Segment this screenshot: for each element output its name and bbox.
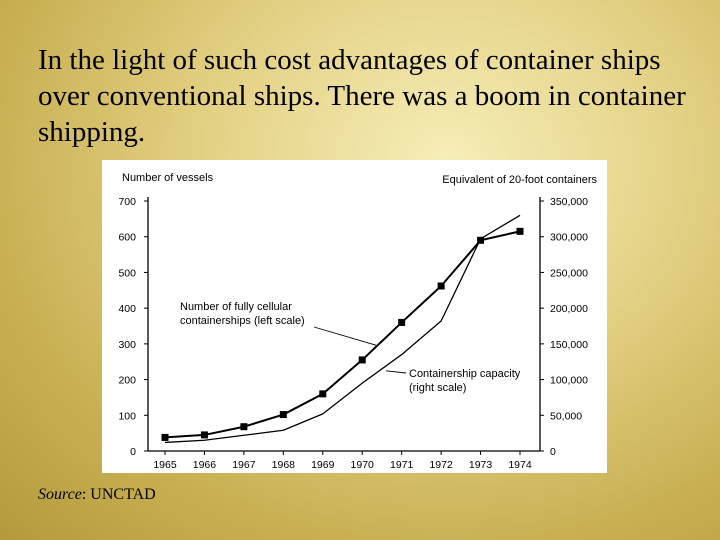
left-tick-label: 300 (118, 339, 136, 351)
x-tick-label: 1972 (429, 459, 453, 471)
left-tick-label: 400 (118, 303, 136, 315)
capacity-series-label: Containership capacity (right scale) (409, 368, 521, 394)
vessels-data-point (319, 390, 327, 398)
right-tick-label: 150,000 (550, 339, 588, 351)
x-tick-label: 1970 (351, 459, 375, 471)
vessels-data-point (516, 227, 524, 235)
left-tick-label: 100 (118, 410, 136, 422)
capacity-series-label-line: (right scale) (409, 382, 466, 394)
vessels-data-point (279, 411, 287, 419)
x-tick-label: 1967 (232, 459, 256, 471)
capacity-label-leader (385, 370, 407, 374)
container-growth-chart: Number of vessels Equivalent of 20-foot … (118, 172, 597, 471)
x-tick-label: 1973 (469, 459, 493, 471)
vessels-series-label-line: containerships (left scale) (180, 315, 305, 327)
vessels-data-point (437, 282, 445, 290)
capacity-series-label-line: Containership capacity (409, 368, 521, 380)
source-value: UNCTAD (90, 486, 156, 503)
vessels-series-label-line: Number of fully cellular (180, 301, 292, 313)
x-tick-label: 1965 (153, 459, 177, 471)
right-tick-label: 350,000 (550, 196, 588, 208)
source-separator: : (81, 486, 91, 503)
right-axis-title: Equivalent of 20-foot containers (442, 174, 597, 186)
right-tick-label: 50,000 (550, 410, 582, 422)
right-tick-label: 200,000 (550, 303, 588, 315)
left-tick-label: 500 (118, 267, 136, 279)
chart-panel: Number of vessels Equivalent of 20-foot … (102, 160, 607, 473)
vessels-series-line (164, 230, 521, 439)
capacity-series-line (164, 214, 521, 444)
left-tick-label: 600 (118, 232, 136, 244)
right-tick-label: 100,000 (550, 375, 588, 387)
right-tick-label: 250,000 (550, 267, 588, 279)
slide-text: In the light of such cost advantages of … (38, 44, 686, 148)
x-tick-label: 1971 (390, 459, 414, 471)
x-tick-label: 1968 (272, 459, 296, 471)
vessels-data-point (161, 433, 169, 441)
right-tick-label: 300,000 (550, 232, 588, 244)
source-note: Source: UNCTAD (38, 486, 156, 504)
vessels-data-point (398, 318, 406, 326)
x-tick-label: 1969 (311, 459, 335, 471)
source-label: Source (38, 486, 82, 503)
x-tick-label: 1966 (193, 459, 217, 471)
vessels-data-point (200, 431, 208, 439)
right-tick-label: 0 (550, 446, 556, 458)
left-axis-title: Number of vessels (122, 172, 214, 184)
vessels-data-point (358, 356, 366, 364)
x-tick-label: 1974 (508, 459, 532, 471)
vessels-series-label: Number of fully cellular containerships (… (180, 301, 305, 327)
vessels-label-leader (313, 326, 377, 346)
left-tick-label: 200 (118, 375, 136, 387)
left-tick-label: 0 (130, 446, 136, 458)
left-tick-label: 700 (118, 196, 136, 208)
vessels-data-point (240, 423, 248, 431)
